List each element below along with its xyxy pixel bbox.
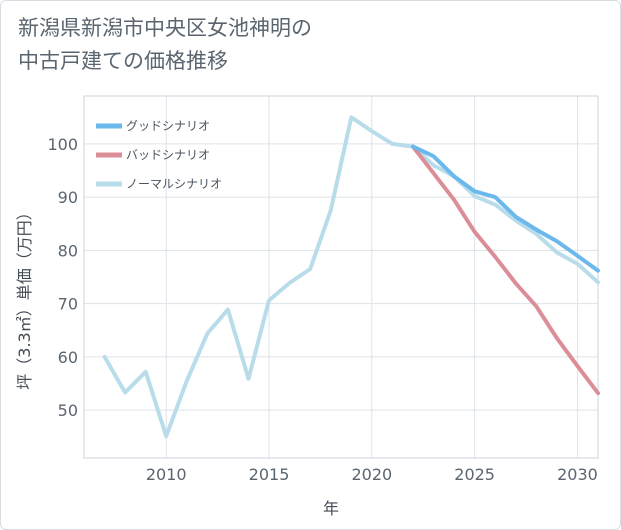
x-axis-label: 年 [323, 499, 339, 518]
x-tick-label: 2015 [249, 465, 290, 484]
series-lines [102, 115, 600, 439]
x-tick-label: 2010 [146, 465, 187, 484]
y-tick-label: 60 [58, 348, 78, 367]
x-tick-label: 2025 [454, 465, 495, 484]
y-tick-label: 70 [58, 295, 78, 314]
chart-title: 新潟県新潟市中央区女池神明の 中古戸建ての価格推移 [18, 12, 312, 78]
series-line-1 [411, 144, 600, 396]
y-tick-label: 50 [58, 401, 78, 420]
legend-label-1: バッドシナリオ [126, 148, 210, 162]
y-tick-label: 80 [58, 241, 78, 260]
x-tick-label: 2020 [351, 465, 392, 484]
y-axis-label: 坪（3.3㎡）単価（万円） [15, 204, 34, 389]
y-tick-label: 100 [47, 135, 78, 154]
chart-title-line-2: 中古戸建ての価格推移 [18, 49, 228, 73]
legend-label-2: ノーマルシナリオ [126, 177, 222, 191]
legend-label-0: グッドシナリオ [126, 119, 210, 133]
y-tick-label: 90 [58, 188, 78, 207]
plot-area-border [83, 95, 599, 459]
series-line-2 [102, 115, 600, 439]
x-tick-label: 2030 [557, 465, 598, 484]
series-line-0 [411, 144, 600, 273]
chart-title-line-1: 新潟県新潟市中央区女池神明の [18, 16, 312, 40]
grid-lines [84, 96, 598, 458]
axis-ticks: 2010 2015 2020 2025 2030 50 60 70 80 90 100 [47, 135, 597, 484]
